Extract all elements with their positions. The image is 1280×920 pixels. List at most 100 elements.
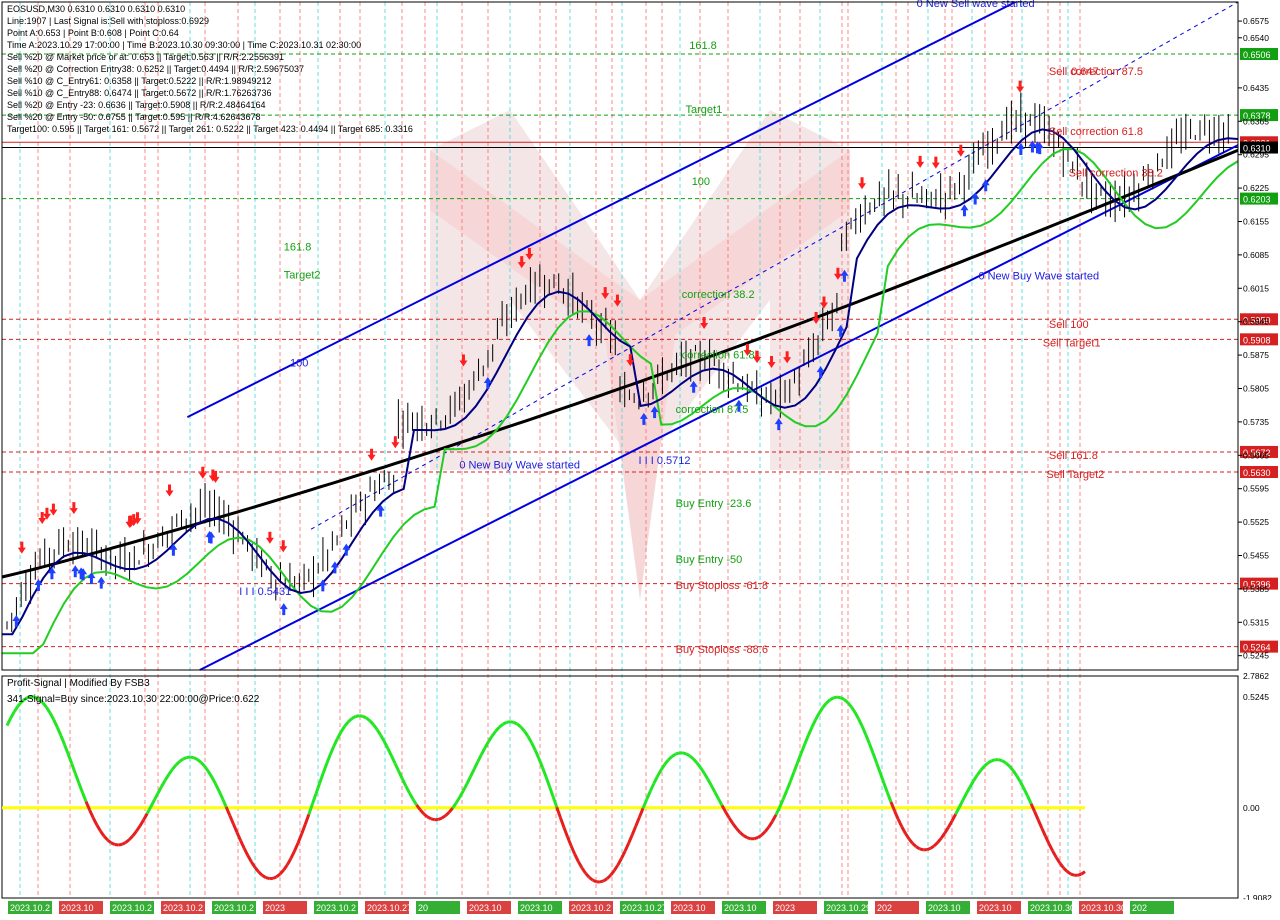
- chart-annotation: 0 New Sell wave started: [917, 0, 1035, 10]
- oscillator-segment: [519, 725, 526, 733]
- oscillator-segment: [106, 838, 113, 845]
- price-tick-label: 0.5525: [1243, 517, 1269, 527]
- oscillator-segment: [742, 834, 748, 839]
- oscillator-segment: [850, 706, 857, 714]
- time-label-bg: [977, 901, 1021, 914]
- sell-arrow: [459, 354, 468, 367]
- oscillator-segment: [479, 747, 487, 756]
- oscillator-segment: [792, 762, 799, 773]
- sell-arrow: [391, 436, 400, 449]
- oscillator-segment: [900, 825, 907, 834]
- sell-arrow: [525, 247, 534, 260]
- oscillator-segment: [569, 845, 577, 855]
- sell-arrow: [613, 294, 622, 307]
- time-label-bg: [1130, 901, 1174, 914]
- buy-arrow: [318, 579, 327, 592]
- time-label-bg: [212, 901, 256, 914]
- oscillator-segment: [1015, 774, 1022, 783]
- time-axis: 2023.10.2 2023.10 2023.10.2 2023.10.2 2023.1…: [0, 900, 1280, 920]
- oscillator-segment: [919, 847, 924, 852]
- oscillator-segment: [577, 860, 584, 869]
- oscillator-segment: [16, 701, 23, 708]
- oscillator-segment: [1054, 856, 1062, 864]
- buy-arrow: [1035, 142, 1044, 155]
- oscillator-segment: [947, 820, 954, 828]
- oscillator-segment: [616, 857, 623, 866]
- oscillator-segment: [171, 764, 178, 771]
- chart-annotation: Target2: [284, 269, 321, 281]
- chart-annotation: I I I 0.5431: [239, 586, 291, 598]
- buy-arrow: [816, 366, 825, 379]
- oscillator-segment: [623, 842, 631, 852]
- buy-arrow: [169, 543, 178, 556]
- time-label: 2023.10.2: [10, 903, 50, 913]
- price-level-tag: [1240, 141, 1278, 154]
- oscillator-tick-label: 2.7862: [1243, 671, 1269, 681]
- oscillator-segment: [1036, 819, 1044, 829]
- oscillator-segment: [638, 807, 645, 818]
- ma-long-line: [1, 148, 1239, 579]
- time-label: 2023.10: [724, 903, 757, 913]
- oscillator-segment: [682, 751, 687, 756]
- time-label-bg: [518, 901, 562, 914]
- oscillator-segment: [1029, 803, 1037, 813]
- price-level-tag: [1240, 109, 1278, 122]
- oscillator-segment: [311, 793, 318, 805]
- info-line: Sell %10 @ C_Entry88: 0.6474 || Target:0…: [7, 88, 272, 98]
- sell-arrow: [819, 296, 828, 309]
- oscillator-segment: [1011, 769, 1018, 777]
- info-line: Point A:0.653 | Point B:0.608 | Point C:…: [7, 28, 179, 38]
- oscillator-segment: [530, 742, 537, 751]
- oscillator-tick-label: 0.00: [1243, 803, 1260, 813]
- oscillator-segment: [138, 819, 145, 827]
- oscillator-segment: [375, 728, 382, 737]
- buy-arrow: [47, 567, 56, 580]
- price-level-text: 0.5672: [1243, 448, 1271, 458]
- oscillator-segment: [95, 824, 102, 832]
- oscillator-segment: [760, 830, 767, 837]
- oscillator-segment: [588, 876, 594, 882]
- oscillator-segment: [419, 808, 425, 815]
- oscillator-segment: [839, 696, 845, 701]
- sell-arrow: [931, 156, 940, 169]
- time-label-bg: [620, 901, 664, 914]
- oscillator-segment: [487, 735, 494, 743]
- buy-arrow: [689, 380, 698, 393]
- oscillator-segment: [469, 768, 476, 778]
- oscillator-segment: [771, 814, 778, 823]
- oscillator-segment: [648, 782, 656, 793]
- oscillator-segment: [860, 725, 868, 736]
- oscillator-segment: [355, 714, 360, 718]
- oscillator-segment: [318, 772, 325, 784]
- indicator-name: Profit-Signal | Modified By FSB3: [7, 678, 150, 689]
- oscillator-segment: [303, 813, 311, 825]
- oscillator-segment: [77, 782, 84, 793]
- oscillator-segment: [232, 823, 239, 833]
- chart-annotation: 0.647: [1071, 66, 1099, 78]
- chart-annotation: Sell 161.8: [1049, 450, 1098, 462]
- oscillator-segment: [833, 695, 838, 700]
- oscillator-segment: [444, 811, 451, 817]
- oscillator-segment: [674, 751, 680, 756]
- oscillator-segment: [645, 790, 652, 801]
- oscillator-segment: [706, 778, 713, 787]
- price-tick-label: 0.6435: [1243, 83, 1269, 93]
- time-label: 2023.10.27: [367, 903, 412, 913]
- oscillator-segment: [296, 833, 304, 844]
- oscillator-segment: [695, 761, 702, 769]
- price-tick-label: 0.6225: [1243, 183, 1269, 193]
- time-label: 2023.10: [673, 903, 706, 913]
- price-level-tag: [1240, 640, 1278, 653]
- oscillator-segment: [526, 735, 533, 744]
- oscillator-segment: [972, 774, 979, 782]
- chart-annotation: 0 New Buy Wave started: [978, 271, 1099, 283]
- oscillator-segment: [321, 762, 329, 774]
- oscillator-frame: [1, 675, 1239, 899]
- oscillator-segment: [983, 761, 989, 768]
- buy-arrow: [34, 578, 43, 591]
- time-label: 2023.10: [928, 903, 961, 913]
- time-label: 2023.10.27: [622, 903, 667, 913]
- time-label-bg: [314, 901, 358, 914]
- chart-annotation: Sell Target1: [1043, 337, 1101, 349]
